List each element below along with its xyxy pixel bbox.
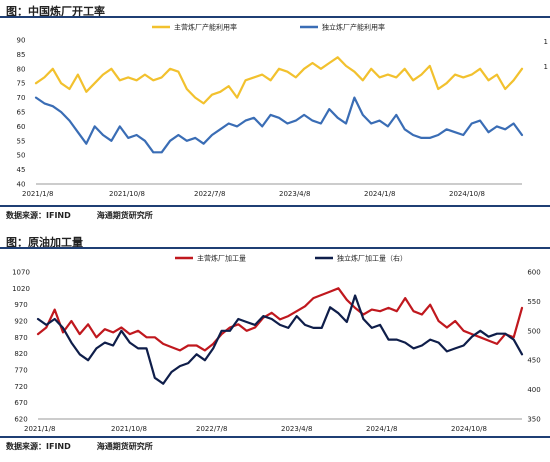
y-tick-label: 55: [17, 137, 26, 145]
series-line: [36, 287, 524, 352]
y2-tick-label: 400: [527, 386, 540, 394]
series-line: [34, 56, 524, 105]
y2-tick-label: 550: [527, 298, 540, 306]
series-line: [34, 96, 524, 154]
source-divider: [0, 436, 550, 438]
x-tick-label: 2021/10/8: [111, 425, 147, 433]
title-divider: [0, 16, 550, 18]
y-tick-label: 80: [17, 65, 26, 73]
y2-tick-label: 600: [527, 269, 540, 277]
y2-tick-label: 1: [544, 63, 548, 71]
y-tick-label: 60: [17, 123, 26, 131]
x-tick-label: 2024/1/8: [364, 190, 395, 198]
chart-title: 图：原油加工量: [6, 236, 83, 249]
chart-canvas: 40 45 50 55 60 65 70 75 80 85 90 1 1 2021/1/8 2021/10/…: [17, 23, 548, 199]
y-tick-label: 720: [14, 383, 27, 391]
chart-panel-refinery-utilization: 图：中国炼厂开工率 40 45 50 55 60 65 70 75 80 85 90 1 1 2021/1…: [0, 5, 550, 221]
source-divider: [0, 205, 550, 207]
x-tick-label: 2024/10/8: [451, 425, 487, 433]
y-tick-label: 90: [17, 37, 26, 45]
source-org: 海通期货研究所: [96, 442, 153, 451]
chart-canvas: 620 670 720 770 820 870 920 970 1020 1070 350 400 45…: [12, 254, 541, 434]
y2-tick-label: 500: [527, 327, 540, 335]
y2-tick-label: 1: [544, 38, 548, 46]
y-tick-label: 45: [17, 166, 26, 174]
x-tick-label: 2024/10/8: [449, 190, 485, 198]
y-tick-label: 820: [14, 350, 27, 358]
x-tick-label: 2022/7/8: [196, 425, 227, 433]
title-divider: [0, 247, 550, 249]
x-tick-label: 2023/4/8: [279, 190, 310, 198]
y-tick-label: 670: [14, 399, 27, 407]
x-tick-label: 2021/1/8: [24, 425, 55, 433]
x-tick-label: 2022/7/8: [194, 190, 225, 198]
y-tick-label: 85: [17, 51, 26, 59]
series-line: [36, 294, 524, 385]
y-tick-label: 40: [17, 181, 26, 189]
y-tick-label: 970: [14, 301, 27, 309]
x-tick-label: 2023/4/8: [281, 425, 312, 433]
chart-title: 图：中国炼厂开工率: [6, 5, 105, 18]
y-tick-label: 70: [17, 94, 26, 102]
y-tick-label: 920: [14, 318, 27, 326]
y2-tick-label: 350: [527, 416, 540, 424]
legend-label: 独立炼厂加工量（右）: [337, 254, 407, 263]
chart-panel-crude-throughput: 图：原油加工量 620 670 720 770 820 870 920 970 1020 1070…: [0, 231, 550, 462]
source-org: 海通期货研究所: [96, 211, 153, 220]
legend-label: 主营炼厂加工量: [197, 254, 246, 263]
y2-tick-label: 450: [527, 357, 540, 365]
y-tick-label: 870: [14, 334, 27, 342]
y-tick-label: 770: [14, 367, 27, 375]
y-tick-label: 1070: [12, 269, 30, 277]
data-source: 数据来源：IFIND 海通期货研究所: [6, 210, 153, 221]
source-label: 数据来源：IFIND: [6, 211, 71, 220]
legend-label: 主营炼厂产能利用率: [174, 23, 237, 32]
y-tick-label: 1020: [12, 285, 30, 293]
x-tick-label: 2021/10/8: [109, 190, 145, 198]
y-tick-label: 50: [17, 152, 26, 160]
data-source: 数据来源：IFIND 海通期货研究所: [6, 441, 153, 452]
x-tick-label: 2024/1/8: [366, 425, 397, 433]
y-tick-label: 65: [17, 109, 26, 117]
y-tick-label: 75: [17, 80, 26, 88]
x-tick-label: 2021/1/8: [22, 190, 53, 198]
legend-label: 独立炼厂产能利用率: [322, 23, 385, 32]
source-label: 数据来源：IFIND: [6, 442, 71, 451]
y-tick-label: 620: [14, 416, 27, 424]
